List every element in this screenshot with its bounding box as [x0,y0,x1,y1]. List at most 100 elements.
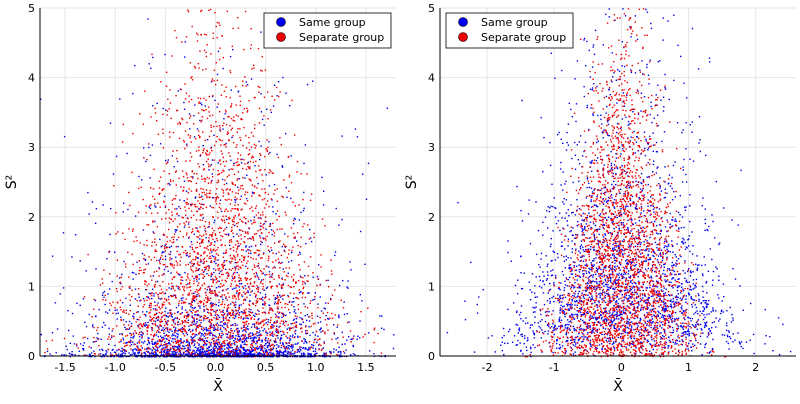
data-point [132,93,133,94]
data-point [239,229,240,230]
data-point [197,40,198,41]
data-point [208,275,209,276]
data-point [146,349,147,350]
data-point [291,155,292,156]
data-point [264,324,265,325]
data-point [256,187,257,188]
data-point [289,352,290,353]
data-point [205,228,206,229]
data-point [192,249,193,250]
data-point [198,343,199,344]
data-point [73,335,74,336]
data-point [265,296,266,297]
data-point [139,113,140,114]
data-point [197,285,198,286]
data-point [240,105,241,106]
data-point [235,184,236,185]
data-point [246,272,247,273]
data-point [253,239,254,240]
data-point [219,207,220,208]
data-point [209,292,210,293]
data-point [194,335,195,336]
data-point [254,325,255,326]
data-point [67,310,68,311]
data-point [281,278,282,279]
data-point [279,350,280,351]
data-point [204,269,205,270]
data-point [261,111,262,112]
data-point [344,352,345,353]
data-point [166,347,167,348]
data-point [196,183,197,184]
data-point [140,187,141,188]
data-point [202,204,203,205]
data-point [381,353,382,354]
data-point [194,321,195,322]
data-point [154,242,155,243]
data-point [71,351,72,352]
data-point [173,288,174,289]
data-point [291,276,292,277]
data-point [245,266,246,267]
data-point [120,350,121,351]
data-point [337,337,338,338]
data-point [305,243,306,244]
data-point [224,228,225,229]
data-point [72,313,73,314]
data-point [318,278,319,279]
data-point [192,351,193,352]
data-point [187,341,188,342]
data-point [277,229,278,230]
data-point [109,273,110,274]
data-point [276,344,277,345]
data-point [112,350,113,351]
data-point [273,322,274,323]
data-point [280,296,281,297]
data-point [240,338,241,339]
data-point [231,315,232,316]
data-point [242,185,243,186]
data-point [182,246,183,247]
data-point [149,316,150,317]
data-point [154,205,155,206]
data-point [151,303,152,304]
data-point [327,312,328,313]
data-point [264,274,265,275]
data-point [186,287,187,288]
data-point [276,253,277,254]
data-point [225,113,226,114]
data-point [285,133,286,134]
data-point [260,31,261,32]
data-point [276,219,277,220]
data-point [242,286,243,287]
data-point [288,309,289,310]
data-point [205,179,206,180]
data-point [151,341,152,342]
data-point [175,229,176,230]
data-point [145,161,146,162]
data-point [218,299,219,300]
data-point [239,259,240,260]
data-point [96,337,97,338]
data-point [191,343,192,344]
data-point [184,321,185,322]
data-point [175,95,176,96]
data-point [189,349,190,350]
data-point [262,283,263,284]
data-point [133,313,134,314]
data-point [276,188,277,189]
data-point [202,353,203,354]
data-point [285,303,286,304]
data-point [194,343,195,344]
data-point [226,272,227,273]
data-point [196,323,197,324]
data-point [135,344,136,345]
data-point [115,212,116,213]
data-point [253,67,254,68]
data-point [242,322,243,323]
data-point [78,347,79,348]
data-point [146,311,147,312]
data-point [210,182,211,183]
data-point [178,254,179,255]
data-point [49,353,50,354]
